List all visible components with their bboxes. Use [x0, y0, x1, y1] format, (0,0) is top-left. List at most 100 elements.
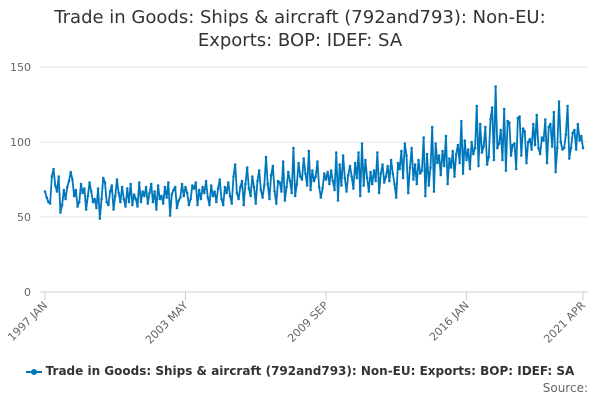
- data-point[interactable]: [125, 187, 129, 190]
- data-point[interactable]: [379, 172, 383, 175]
- data-point[interactable]: [288, 179, 292, 183]
- data-point[interactable]: [340, 184, 343, 187]
- data-point[interactable]: [571, 131, 575, 135]
- data-point[interactable]: [581, 146, 585, 150]
- data-point[interactable]: [478, 122, 482, 126]
- data-point[interactable]: [418, 172, 422, 175]
- data-point[interactable]: [485, 163, 489, 166]
- data-point[interactable]: [528, 137, 532, 141]
- data-point[interactable]: [77, 200, 81, 204]
- data-point[interactable]: [155, 208, 158, 211]
- data-point[interactable]: [48, 202, 52, 205]
- data-point[interactable]: [537, 146, 540, 150]
- data-point[interactable]: [562, 146, 566, 150]
- data-point[interactable]: [237, 197, 240, 201]
- data-point[interactable]: [492, 158, 496, 162]
- data-point[interactable]: [196, 203, 199, 207]
- data-point[interactable]: [300, 178, 304, 181]
- data-point[interactable]: [245, 166, 249, 169]
- data-point[interactable]: [101, 176, 105, 180]
- data-point[interactable]: [532, 122, 535, 126]
- data-point[interactable]: [566, 104, 569, 108]
- data-point[interactable]: [465, 158, 468, 162]
- data-point[interactable]: [328, 182, 331, 186]
- data-point[interactable]: [386, 164, 389, 168]
- data-point[interactable]: [273, 190, 276, 193]
- data-point[interactable]: [149, 182, 153, 186]
- data-point[interactable]: [194, 181, 198, 184]
- data-point[interactable]: [441, 149, 444, 153]
- data-point[interactable]: [257, 169, 261, 172]
- data-point[interactable]: [365, 176, 369, 180]
- data-point[interactable]: [275, 202, 278, 205]
- data-point[interactable]: [242, 203, 246, 207]
- data-point[interactable]: [444, 134, 448, 138]
- data-point[interactable]: [293, 194, 297, 198]
- data-point[interactable]: [535, 113, 539, 117]
- data-point[interactable]: [389, 158, 393, 162]
- data-point[interactable]: [384, 175, 388, 178]
- data-point[interactable]: [283, 199, 287, 202]
- data-point[interactable]: [122, 197, 126, 201]
- data-point[interactable]: [549, 122, 552, 126]
- data-point[interactable]: [89, 190, 93, 193]
- data-point[interactable]: [406, 191, 410, 195]
- data-point[interactable]: [185, 191, 189, 195]
- data-point[interactable]: [280, 190, 283, 193]
- data-point[interactable]: [256, 179, 259, 183]
- data-point[interactable]: [559, 140, 563, 144]
- data-point[interactable]: [475, 104, 479, 108]
- data-point[interactable]: [295, 182, 299, 186]
- data-point[interactable]: [64, 197, 67, 201]
- data-point[interactable]: [463, 139, 467, 142]
- data-point[interactable]: [156, 184, 160, 187]
- data-point[interactable]: [281, 160, 285, 163]
- series-line-0[interactable]: [44, 85, 584, 220]
- data-point[interactable]: [550, 145, 554, 148]
- data-point[interactable]: [326, 170, 330, 174]
- data-point[interactable]: [292, 146, 295, 150]
- data-point[interactable]: [88, 181, 91, 184]
- data-point[interactable]: [564, 133, 568, 136]
- data-point[interactable]: [240, 179, 244, 183]
- data-point[interactable]: [374, 179, 377, 183]
- data-point[interactable]: [331, 179, 335, 183]
- data-point[interactable]: [547, 125, 551, 129]
- data-point[interactable]: [254, 202, 258, 205]
- data-point[interactable]: [129, 182, 132, 186]
- data-point[interactable]: [298, 175, 302, 178]
- data-point[interactable]: [449, 166, 453, 169]
- data-point[interactable]: [297, 161, 300, 165]
- data-point[interactable]: [458, 161, 461, 165]
- data-point[interactable]: [192, 187, 196, 190]
- data-point[interactable]: [394, 196, 398, 199]
- data-point[interactable]: [367, 190, 371, 193]
- data-point[interactable]: [388, 179, 391, 183]
- data-point[interactable]: [429, 166, 432, 169]
- data-point[interactable]: [425, 152, 429, 156]
- data-point[interactable]: [278, 181, 282, 184]
- data-point[interactable]: [307, 149, 311, 153]
- data-point[interactable]: [304, 172, 307, 175]
- data-point[interactable]: [545, 161, 549, 165]
- data-point[interactable]: [410, 146, 413, 150]
- data-point[interactable]: [511, 143, 515, 147]
- data-point[interactable]: [321, 187, 324, 190]
- data-point[interactable]: [408, 166, 412, 169]
- data-point[interactable]: [518, 115, 521, 118]
- data-point[interactable]: [422, 136, 425, 139]
- data-point[interactable]: [216, 187, 220, 190]
- data-point[interactable]: [310, 169, 314, 172]
- data-point[interactable]: [263, 184, 266, 187]
- data-point[interactable]: [525, 161, 528, 165]
- data-point[interactable]: [107, 203, 110, 207]
- data-point[interactable]: [302, 157, 306, 160]
- data-point[interactable]: [143, 194, 146, 198]
- data-point[interactable]: [261, 196, 264, 199]
- data-point[interactable]: [477, 164, 480, 168]
- data-point[interactable]: [523, 130, 527, 133]
- data-point[interactable]: [412, 178, 415, 181]
- data-point[interactable]: [554, 170, 557, 174]
- data-point[interactable]: [290, 191, 294, 195]
- data-point[interactable]: [436, 161, 439, 165]
